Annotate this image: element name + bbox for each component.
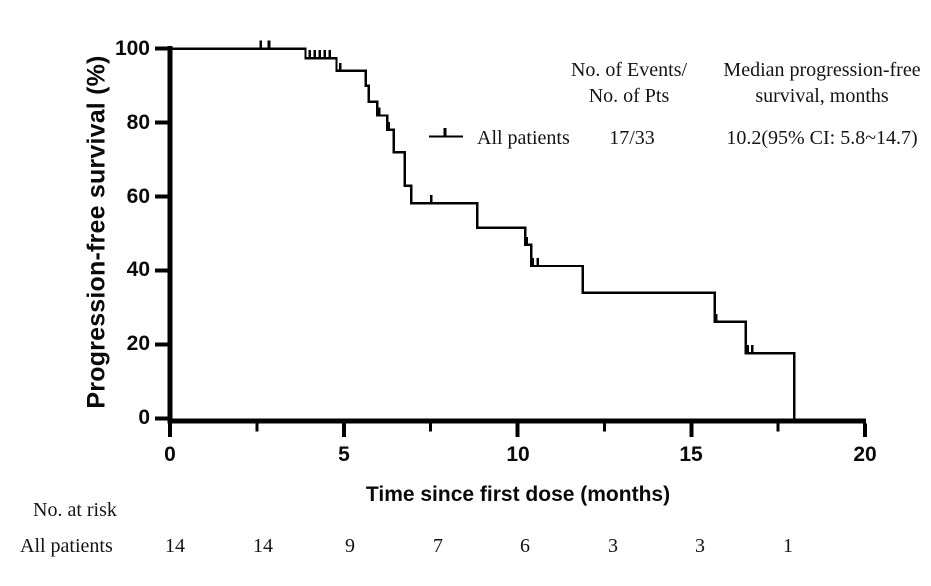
at-risk-row-label: All patients: [20, 535, 113, 557]
legend-events-header-line2: No. of Pts: [588, 85, 670, 107]
at-risk-value-1: 14: [253, 535, 273, 557]
legend-events-header: No. of Events/ No. of Pts: [529, 57, 729, 109]
at-risk-value-5: 3: [608, 535, 618, 557]
legend-median-header: Median progression-free survival, months: [692, 57, 931, 109]
legend-series-label: All patients: [477, 127, 570, 149]
legend-events-value: 17/33: [609, 127, 655, 149]
km-step-curve: [170, 47, 796, 419]
y-tick-label-20: 20: [126, 332, 150, 355]
at-risk-value-3: 7: [433, 535, 443, 557]
x-tick-label-5: 5: [338, 443, 350, 466]
at-risk-value-4: 6: [520, 535, 530, 557]
y-tick-label-100: 100: [114, 37, 150, 60]
at-risk-heading: No. at risk: [33, 499, 117, 521]
x-tick-label-20: 20: [853, 443, 877, 466]
x-tick-label-15: 15: [679, 443, 703, 466]
y-tick-label-0: 0: [138, 406, 150, 429]
legend-events-header-line1: No. of Events/: [570, 59, 688, 81]
x-axis-title: Time since first dose (months): [365, 483, 671, 506]
y-tick-label-60: 60: [126, 185, 150, 208]
y-tick-label-40: 40: [126, 258, 150, 281]
legend-median-value: 10.2(95% CI: 5.8~14.7): [726, 127, 918, 149]
x-tick-label-0: 0: [164, 443, 176, 466]
y-tick-label-80: 80: [126, 111, 150, 134]
at-risk-value-7: 1: [783, 535, 793, 557]
x-tick-label-10: 10: [506, 443, 530, 466]
legend-median-header-line2: survival, months: [755, 85, 889, 107]
at-risk-value-6: 3: [695, 535, 705, 557]
at-risk-value-2: 9: [345, 535, 355, 557]
legend-median-header-line1: Median progression-free: [723, 59, 921, 81]
at-risk-value-0: 14: [165, 535, 185, 557]
